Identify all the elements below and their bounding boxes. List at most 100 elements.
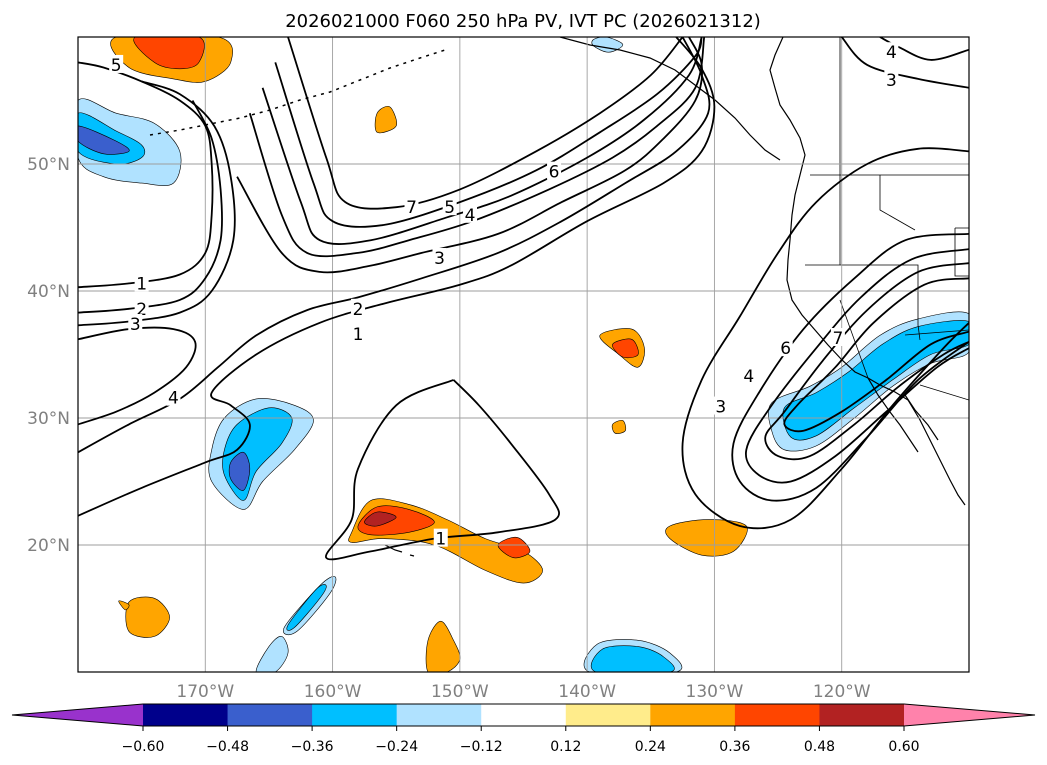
colorbar-bin <box>819 704 905 726</box>
contour-label-bg <box>463 204 478 223</box>
lat-tick-label: 50°N <box>27 155 70 175</box>
ivt-region <box>665 519 748 557</box>
colorbar-bin <box>650 704 736 726</box>
ivt-region <box>118 600 130 611</box>
colorbar-tick-label: 0.36 <box>719 739 750 755</box>
chart-title: 2026021000 F060 250 hPa PV, IVT PC (2026… <box>285 11 761 32</box>
pv-contour <box>78 100 223 314</box>
colorbar-tick-label: −0.24 <box>375 739 418 755</box>
colorbar-extend-max <box>904 704 1035 726</box>
colorbar-bin <box>565 704 651 726</box>
contour-label-bg <box>433 528 448 547</box>
ivt-region <box>78 125 130 155</box>
contour-label-bg <box>351 324 366 343</box>
contour-label-bg <box>442 197 457 216</box>
contour-label: 3 <box>886 71 897 91</box>
colorbar-bin <box>734 704 820 726</box>
contour-label: 4 <box>886 43 897 63</box>
pv-contour <box>879 37 969 61</box>
contour-label: 4 <box>743 367 754 387</box>
ivt-region <box>425 620 461 672</box>
lon-tick-label: 160°W <box>304 682 362 702</box>
contour-label: 2 <box>136 300 147 320</box>
pv-contour <box>78 37 711 454</box>
ivt-region <box>255 636 289 672</box>
contour-label-bg <box>109 54 124 73</box>
lon-tick-label: 170°W <box>176 682 234 702</box>
ivt-region <box>611 419 627 434</box>
colorbar-tick-label: 0.48 <box>804 739 835 755</box>
colorbar-extend-min <box>12 704 143 726</box>
lon-tick-label: 150°W <box>431 682 489 702</box>
lon-tick-label: 140°W <box>558 682 616 702</box>
lat-tick-label: 40°N <box>27 282 70 302</box>
colorbar-tick-label: −0.48 <box>206 739 249 755</box>
contour-label-bg <box>547 161 562 180</box>
contour-label: 3 <box>434 249 445 269</box>
hawaii-islands <box>384 544 415 557</box>
lat-tick-label: 30°N <box>27 409 70 429</box>
gridlines <box>78 37 969 672</box>
colorbar-bin <box>396 704 482 726</box>
contour-label: 7 <box>832 329 843 349</box>
ivt-region <box>590 645 675 672</box>
contour-label: 4 <box>168 389 179 409</box>
pv-contour <box>681 147 969 530</box>
contour-label-bg <box>128 314 143 333</box>
contour-label: 5 <box>111 56 122 76</box>
colorbar-bin <box>312 704 398 726</box>
colorbar-tick-label: −0.60 <box>122 739 165 755</box>
contour-label: 3 <box>130 315 141 335</box>
pv-contour <box>745 248 969 484</box>
contour-label-bg <box>884 42 899 61</box>
baja-california-coastline <box>867 377 939 453</box>
contour-label-bg <box>741 366 756 385</box>
colorbar-bin <box>481 704 567 726</box>
contour-label-bg <box>351 298 366 317</box>
north-america-coastline <box>769 37 966 506</box>
colorbar-bin <box>143 704 229 726</box>
ivt-region <box>612 338 639 359</box>
ivt-fill-layer <box>78 37 969 672</box>
ivt-region <box>125 596 170 638</box>
ivt-region <box>228 451 251 491</box>
contour-label-bg <box>778 338 793 357</box>
ivt-region <box>364 511 397 527</box>
pv-contour <box>764 262 969 461</box>
lon-tick-label: 120°W <box>813 682 871 702</box>
pv-contour <box>287 37 684 210</box>
contour-label-bg <box>432 247 447 266</box>
contour-label-bg <box>713 396 728 415</box>
ivt-region <box>497 536 531 559</box>
state-borders <box>805 37 969 401</box>
pv-contour <box>78 80 236 327</box>
colorbar: −0.60 −0.48 −0.36 −0.24 −0.12 0.12 0.24 0.36 0.4… <box>11 703 1036 755</box>
contour-label: 1 <box>353 325 364 345</box>
colorbar-tick-label: −0.36 <box>291 739 334 755</box>
contour-label-bg <box>830 327 845 346</box>
pv-contour <box>783 277 969 433</box>
colorbar-bin <box>227 704 313 726</box>
colorbar-tick-label: 0.60 <box>888 739 919 755</box>
ivt-region <box>374 106 397 134</box>
colorbar-tick-label: 0.24 <box>635 739 666 755</box>
lat-tick-label: 20°N <box>27 536 70 556</box>
contour-label: 6 <box>780 339 791 359</box>
plot-frame <box>77 36 970 673</box>
contour-label-bg <box>166 387 181 406</box>
contour-label-bg <box>404 197 419 216</box>
contour-label: 1 <box>435 530 446 550</box>
colorbar-tick-label: −0.12 <box>460 739 503 755</box>
coastline-layer <box>149 37 969 557</box>
contour-label: 5 <box>444 198 455 218</box>
pv-contour <box>274 37 703 228</box>
pv-contour <box>731 233 969 502</box>
colorbar-tick-label: 0.12 <box>550 739 581 755</box>
ivt-region <box>286 584 327 631</box>
contour-label-bg <box>884 70 899 89</box>
axis-tick-labels: 170°W 160°W 150°W 140°W 130°W 120°W 20°N 30°N 40… <box>27 155 871 702</box>
contour-label: 6 <box>549 163 560 183</box>
